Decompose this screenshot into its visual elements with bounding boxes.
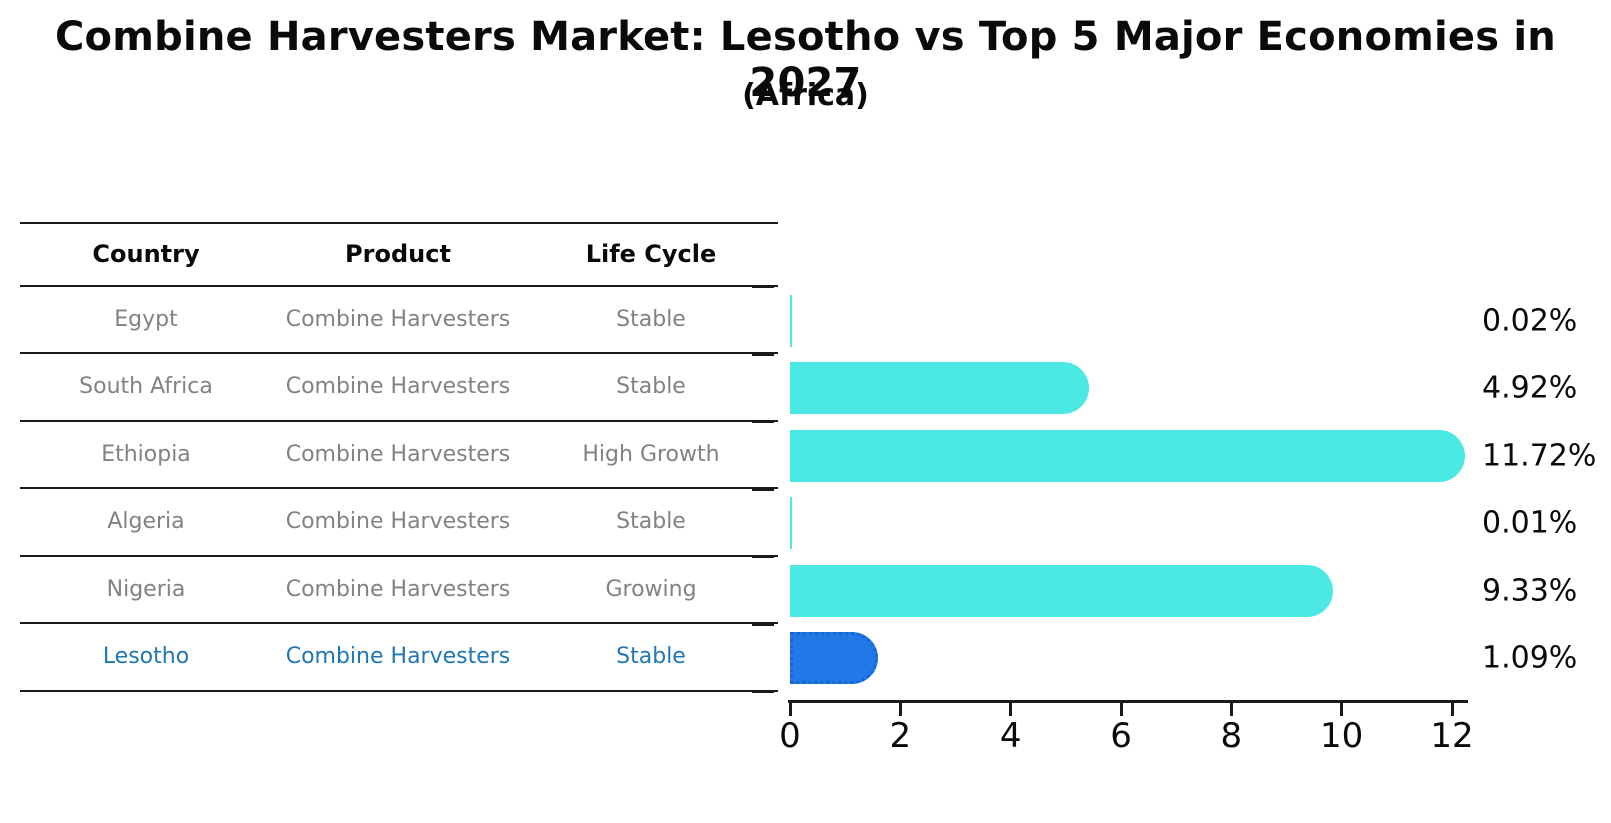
table-header-life-cycle: Life Cycle [585, 240, 717, 269]
table-cell-country: South Africa [79, 374, 213, 400]
chart-subtitle: (Africa) [742, 78, 869, 113]
bar-egypt [790, 294, 792, 347]
x-axis-tick [788, 703, 792, 716]
table-row-south-africa: South Africa Combine Harvesters Stable [20, 354, 778, 422]
x-axis-tick [1229, 703, 1233, 716]
table-cell-country: Lesotho [102, 644, 190, 670]
bar-nigeria [790, 564, 1333, 617]
table-row-lesotho: Lesotho Combine Harvesters Stable [20, 624, 778, 692]
table-row-algeria: Algeria Combine Harvesters Stable [20, 489, 778, 557]
bar-algeria [790, 497, 792, 550]
table-cell-product: Combine Harvesters [285, 644, 511, 670]
table-header-product: Product [345, 240, 451, 269]
table-cell-product: Combine Harvesters [285, 576, 511, 602]
x-axis-tick [1119, 703, 1123, 716]
table-rows: Egypt Combine Harvesters Stable South Afric… [20, 287, 778, 692]
value-label-lesotho: 1.09% [1482, 640, 1578, 676]
table-cell-product: Combine Harvesters [285, 374, 511, 400]
table-cell-product: Combine Harvesters [285, 306, 511, 332]
table-cell-product: Combine Harvesters [285, 441, 511, 467]
table-cell-life-cycle: Growing [605, 576, 697, 602]
table-header-row: Country Product Life Cycle [20, 224, 778, 287]
table-cell-country: Algeria [107, 509, 185, 535]
table-row-ethiopia: Ethiopia Combine Harvesters High Growth [20, 422, 778, 489]
table-cell-product: Combine Harvesters [285, 509, 511, 535]
value-label-algeria: 0.01% [1482, 505, 1578, 541]
value-label-egypt: 0.02% [1482, 303, 1578, 339]
country-table: Country Product Life Cycle Egypt Combine … [20, 222, 778, 692]
bar-lesotho [790, 632, 879, 685]
x-axis-tick-label: 6 [1110, 716, 1132, 756]
table-cell-life-cycle: High Growth [582, 441, 720, 467]
table-cell-life-cycle: Stable [616, 644, 686, 670]
x-axis-tick [1340, 703, 1344, 716]
x-axis-line [788, 700, 1468, 703]
table-cell-life-cycle: Stable [616, 509, 686, 535]
value-label-south-africa: 4.92% [1482, 370, 1578, 406]
x-axis-tick-label: 4 [999, 716, 1022, 756]
table-row-egypt: Egypt Combine Harvesters Stable [20, 287, 778, 354]
x-axis-tick [1450, 703, 1454, 716]
table-header-country: Country [92, 240, 200, 269]
x-axis-tick-label: 2 [889, 716, 912, 756]
bar-south-africa [790, 362, 1090, 415]
x-axis-tick [1009, 703, 1013, 716]
table-cell-country: Ethiopia [101, 441, 191, 467]
bar-ethiopia [790, 429, 1465, 482]
table-cell-life-cycle: Stable [616, 306, 686, 332]
table-cell-country: Nigeria [106, 576, 186, 602]
x-axis-tick-label: 10 [1320, 716, 1364, 756]
value-label-nigeria: 9.33% [1482, 573, 1578, 609]
x-axis-tick-label: 0 [779, 716, 801, 756]
x-axis-tick-label: 12 [1430, 716, 1474, 756]
table-cell-country: Egypt [114, 306, 178, 332]
x-axis-tick-label: 8 [1220, 716, 1243, 756]
table-cell-life-cycle: Stable [616, 374, 686, 400]
value-label-ethiopia: 11.72% [1482, 438, 1597, 474]
chart-title: Combine Harvesters Market: Lesotho vs To… [55, 14, 1556, 106]
x-axis-tick [898, 703, 902, 716]
table-row-nigeria: Nigeria Combine Harvesters Growing [20, 557, 778, 624]
